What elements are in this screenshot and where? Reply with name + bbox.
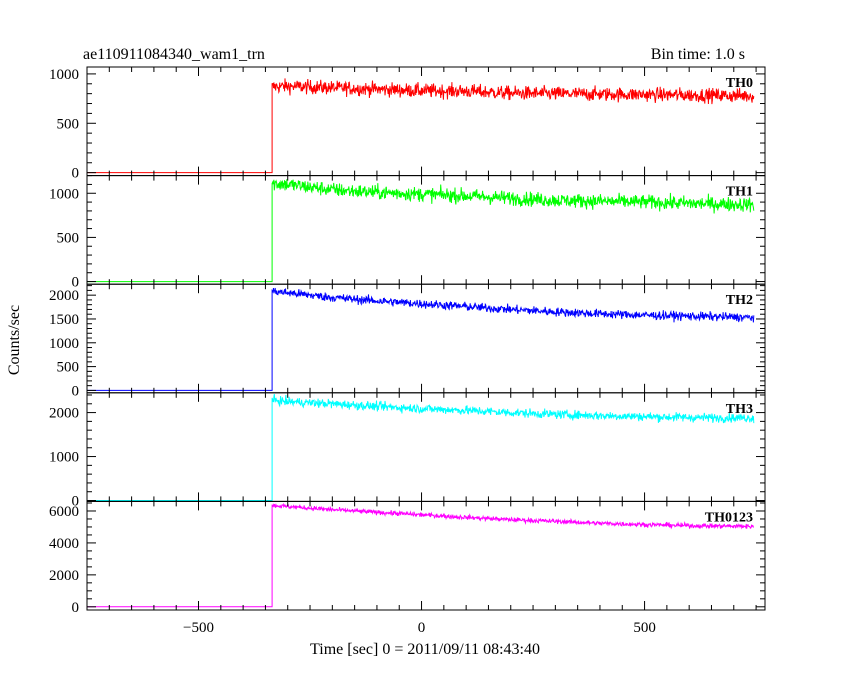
y-tick-label: 2000 (49, 288, 79, 304)
bin-time-label: Bin time: 1.0 s (651, 46, 745, 63)
y-tick-label: 0 (72, 494, 80, 510)
panel-label-th0: TH0 (726, 76, 753, 91)
y-tick-label: 500 (57, 116, 80, 132)
y-tick-label: 1000 (49, 336, 79, 352)
x-tick-label: 0 (418, 620, 426, 636)
y-tick-label: 2000 (49, 406, 79, 422)
x-axis-title: Time [sec] 0 = 2011/09/11 08:43:40 (310, 641, 540, 658)
y-tick-label: 0 (72, 600, 80, 616)
y-tick-label: 1000 (49, 186, 79, 202)
y-axis-title: Counts/sec (6, 305, 23, 375)
series-line-th1 (87, 179, 755, 283)
y-tick-label: 0 (72, 383, 80, 399)
panel-frame (86, 283, 766, 394)
y-tick-label: 4000 (49, 536, 79, 552)
x-tick-label: 500 (633, 620, 656, 636)
panel-th1: 0 500 1000 TH1 (49, 175, 766, 291)
y-tick-label: 0 (72, 166, 80, 182)
panel-th3: 0 1000 2000 TH3 (49, 392, 766, 510)
y-tick-label: 2000 (49, 568, 79, 584)
panels-group: 0 500 1000 TH0 0 500 1000 TH1 0 500 1000 1500 2000 TH… (49, 66, 766, 636)
y-tick-label: 500 (57, 230, 80, 246)
y-tick-label: 1000 (49, 67, 79, 83)
y-tick-label: 1000 (49, 450, 79, 466)
series-line-th0123 (87, 502, 755, 608)
series-line-th3 (87, 394, 755, 501)
panel-th0123: 0 2000 4000 6000 TH0123 (49, 500, 766, 616)
series-line-th0 (87, 78, 755, 174)
panel-th2: 0 500 1000 1500 2000 TH2 (49, 283, 766, 399)
panel-th0: 0 500 1000 TH0 (49, 66, 766, 182)
x-tick-label: −500 (183, 620, 214, 636)
panel-label-th2: TH2 (726, 293, 753, 308)
y-tick-label: 1500 (49, 312, 79, 328)
series-line-th2 (87, 287, 755, 391)
panel-label-th3: TH3 (726, 402, 753, 417)
panel-label-th1: TH1 (726, 185, 753, 200)
y-tick-label: 0 (72, 275, 80, 291)
chart-title: ae110911084340_wam1_trn (83, 46, 265, 63)
y-tick-label: 6000 (49, 504, 79, 520)
panel-label-th0123: TH0123 (705, 510, 753, 525)
panel-frame (86, 66, 766, 177)
y-tick-label: 500 (57, 360, 80, 376)
panel-frame (86, 500, 766, 611)
